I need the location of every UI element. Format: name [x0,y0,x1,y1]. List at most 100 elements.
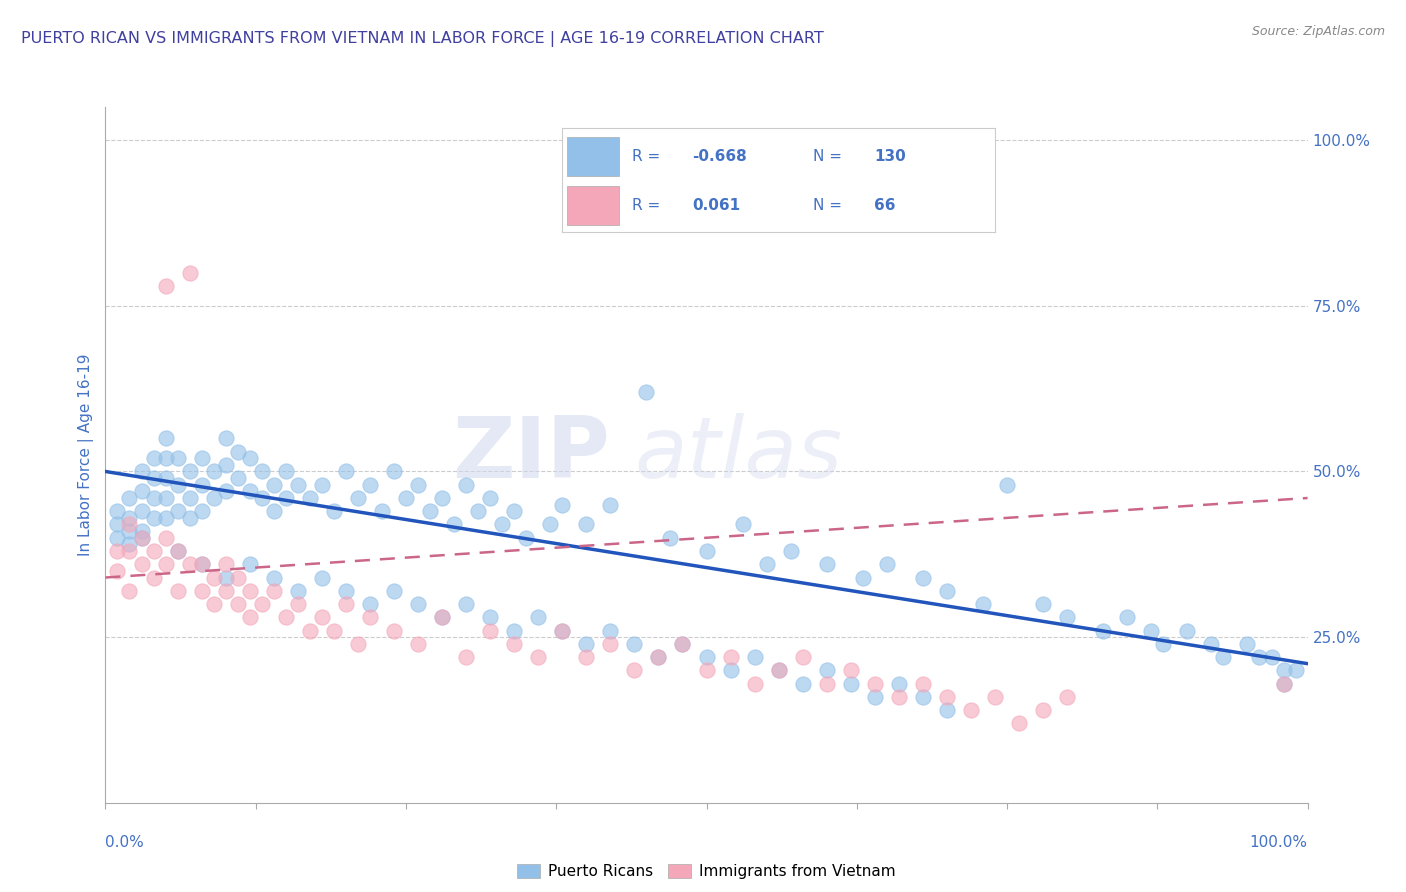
Point [131,558,153,572]
Point [202,570,225,584]
Point [406,597,429,611]
Point [155,279,177,293]
Point [551,624,574,638]
Point [887,676,910,690]
Point [274,491,297,505]
Point [863,690,886,704]
Point [382,465,405,479]
Point [155,451,177,466]
Point [538,517,561,532]
Point [779,544,801,558]
Point [179,511,201,525]
Point [274,610,297,624]
Point [142,491,165,505]
Point [479,491,502,505]
Point [250,597,273,611]
Point [768,663,790,677]
Point [1260,650,1282,665]
Point [1092,624,1115,638]
Point [226,597,249,611]
Point [239,451,262,466]
Point [190,451,212,466]
Point [671,637,693,651]
Point [166,583,188,598]
Point [118,544,141,558]
Point [647,650,669,665]
Point [142,451,165,466]
Point [454,650,477,665]
Point [214,583,236,598]
Point [274,465,297,479]
Point [623,663,645,677]
Point [1272,676,1295,690]
Point [131,465,153,479]
Point [671,637,693,651]
Point [815,558,838,572]
Point [599,498,621,512]
Point [406,637,429,651]
Point [911,676,934,690]
Point [936,703,959,717]
Point [1212,650,1234,665]
Point [347,637,370,651]
Point [239,484,262,499]
Point [298,491,321,505]
Point [863,676,886,690]
Point [936,690,959,704]
Point [430,610,453,624]
Point [155,491,177,505]
Point [118,491,141,505]
Point [371,504,394,518]
Point [202,597,225,611]
Point [239,558,262,572]
Point [118,517,141,532]
Point [131,524,153,538]
Point [166,544,188,558]
Text: 100.0%: 100.0% [1250,836,1308,850]
Point [696,663,718,677]
Point [179,266,201,280]
Point [720,663,742,677]
Point [179,558,201,572]
Point [179,491,201,505]
Point [107,531,129,545]
Point [911,570,934,584]
Point [1008,716,1031,731]
Point [359,597,381,611]
Point [335,465,357,479]
Point [166,477,188,491]
Text: atlas: atlas [634,413,842,497]
Point [419,504,441,518]
Point [815,663,838,677]
Point [1284,663,1306,677]
Point [263,570,285,584]
Point [1056,690,1078,704]
Point [491,517,513,532]
Point [839,663,862,677]
Point [382,583,405,598]
Text: ZIP: ZIP [453,413,610,497]
Point [347,491,370,505]
Point [1032,597,1054,611]
Point [250,465,273,479]
Point [250,491,273,505]
Point [214,484,236,499]
Point [359,610,381,624]
Point [239,583,262,598]
Point [575,517,598,532]
Point [876,558,898,572]
Point [1032,703,1054,717]
Point [118,537,141,551]
Point [1201,637,1223,651]
Point [1272,663,1295,677]
Point [744,650,766,665]
Point [454,597,477,611]
Point [768,663,790,677]
Point [599,624,621,638]
Point [972,597,994,611]
Point [911,690,934,704]
Point [131,504,153,518]
Point [479,624,502,638]
Point [131,531,153,545]
Point [792,676,814,690]
